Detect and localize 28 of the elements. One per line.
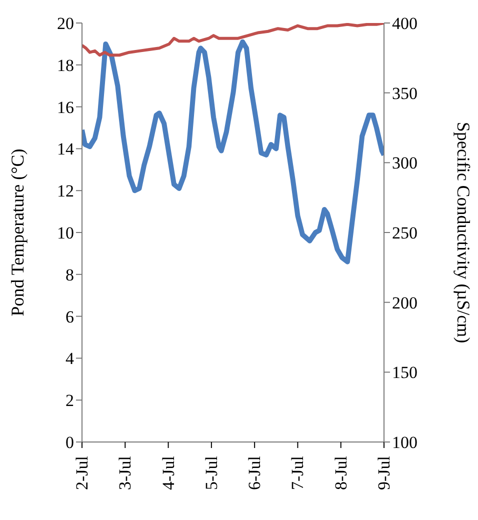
- x-tick-label: 3-Jul: [116, 456, 135, 490]
- y-tick-label: 2: [66, 391, 74, 410]
- y-axis-title: Pond Temperature (°C): [7, 148, 28, 316]
- x-tick-label: 9-Jul: [374, 456, 394, 490]
- y-tick-label: 8: [66, 265, 74, 284]
- x-tick-label: 8-Jul: [331, 456, 350, 490]
- y-tick-label: 0: [66, 433, 74, 452]
- x-tick-label: 7-Jul: [288, 456, 308, 490]
- y-tick-label: 4: [66, 349, 74, 368]
- y2-tick-label: 200: [392, 293, 418, 312]
- y2-tick-label: 150: [392, 363, 418, 382]
- y2-tick-label: 100: [392, 433, 418, 452]
- y-tick-label: 16: [57, 98, 74, 117]
- y-tick-label: 20: [57, 14, 74, 34]
- y2-tick-label: 350: [392, 84, 418, 103]
- y2-axis-title: Specific Conductivity (µS/cm): [454, 122, 474, 344]
- y-tick-label: 10: [57, 224, 74, 243]
- y2-tick-label: 400: [392, 14, 418, 34]
- x-tick-label: 4-Jul: [158, 456, 178, 490]
- y-tick-label: 6: [66, 307, 74, 326]
- x-tick-label: 2-Jul: [72, 456, 92, 490]
- x-tick-label: 6-Jul: [245, 456, 264, 490]
- y-tick-label: 18: [57, 56, 74, 75]
- y-tick-label: 14: [57, 140, 74, 159]
- y-tick-label: 12: [57, 182, 74, 201]
- y2-tick-label: 300: [392, 154, 418, 173]
- y2-tick-label: 250: [392, 224, 418, 243]
- x-tick-label: 5-Jul: [202, 456, 221, 490]
